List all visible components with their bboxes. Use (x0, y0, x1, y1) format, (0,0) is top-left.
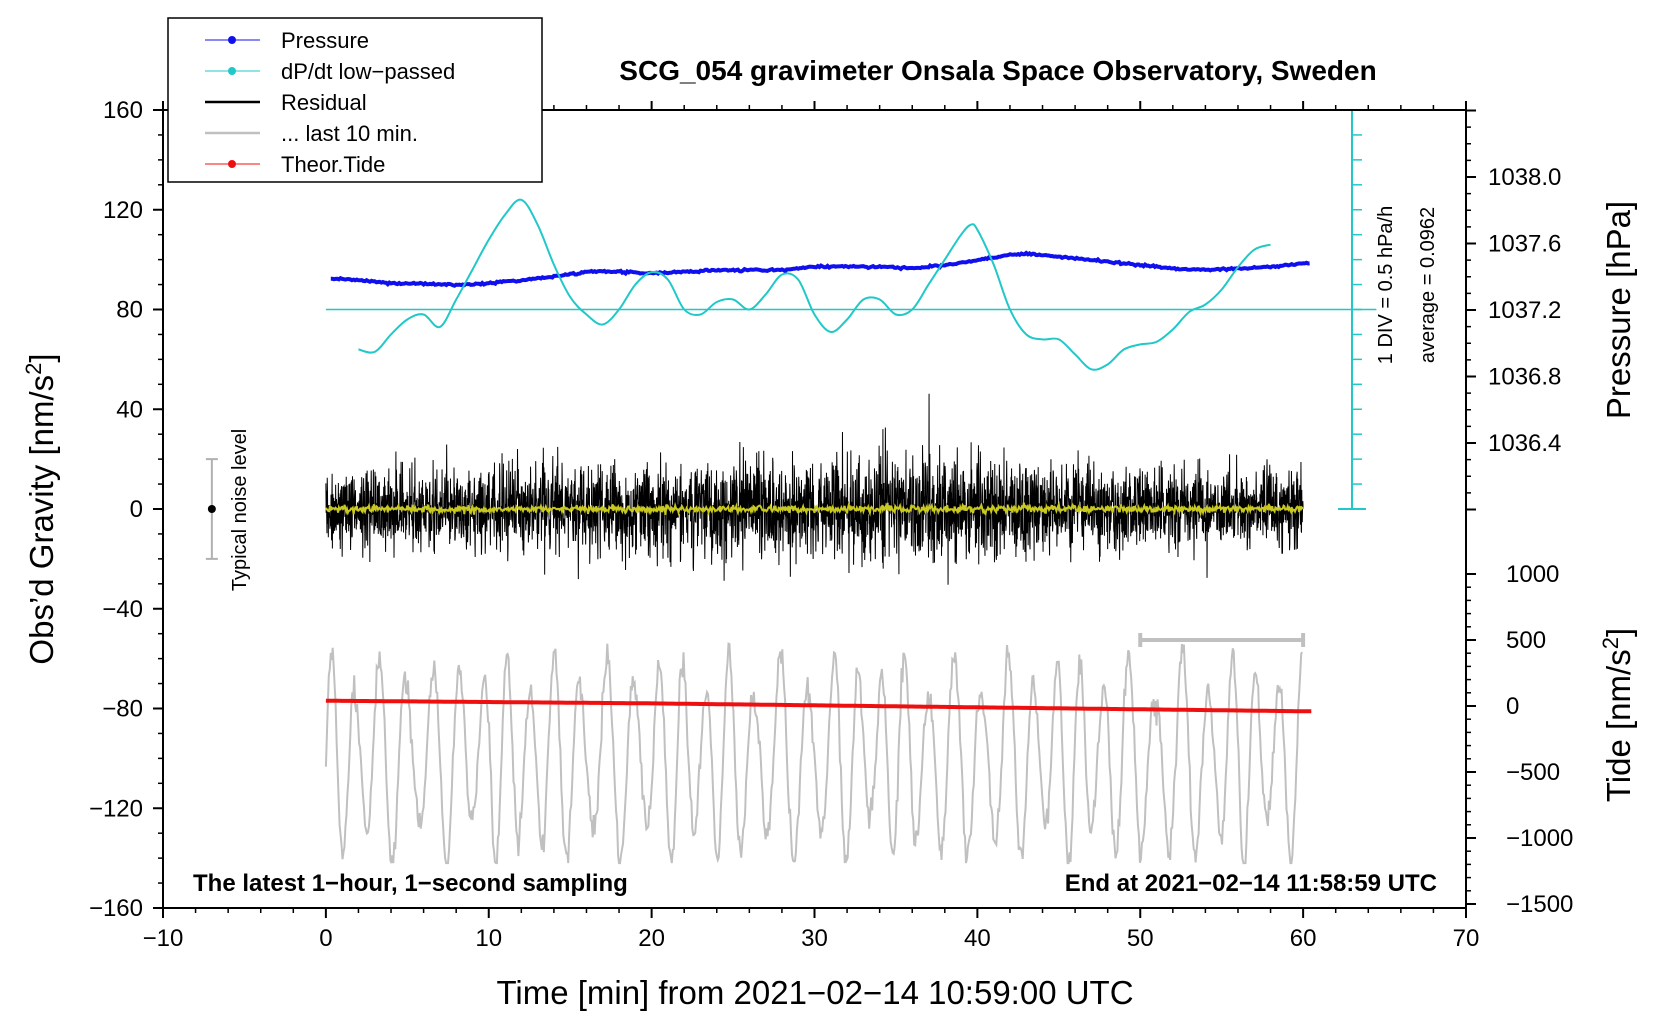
legend-label: Pressure (281, 28, 369, 53)
tide-tick-label: −1500 (1506, 891, 1573, 918)
tide-axis: −1500 −1000 −500 0 500 1000 (1466, 561, 1573, 918)
residual-smoothed-line (325, 500, 1304, 518)
x-tick-label: 20 (638, 925, 665, 952)
tide-title-main: Tide [nm/s (1600, 649, 1637, 802)
y-tick-label: −40 (102, 596, 143, 623)
pressure-axis: 1036.4 1036.8 1037.2 1037.6 1038.0 (1466, 109, 1561, 511)
annotation-sampling: The latest 1−hour, 1−second sampling (193, 870, 628, 897)
x-axis-title: Time [min] from 2021−02−14 10:59:00 UTC (496, 974, 1133, 1011)
noise-point (207, 505, 216, 513)
y-tick-label: 0 (130, 496, 143, 523)
x-tick-label: 30 (801, 925, 828, 952)
y-tick-label: 160 (103, 97, 143, 124)
legend-box (167, 17, 543, 183)
x-tick-label: 70 (1453, 925, 1480, 952)
tide-axis-title: Tide [nm/s2] (1598, 628, 1637, 802)
y-left-title-end: ] (23, 353, 60, 362)
annotation-ddt-average: average = 0.0962 (1417, 207, 1439, 363)
y-tick-label: −120 (89, 795, 143, 822)
tide-title-sup: 2 (1598, 637, 1623, 649)
y-left-title-sup: 2 (21, 363, 46, 375)
annotation-ddt-scale: 1 DIV = 0.5 hPa/h (1375, 206, 1397, 364)
x-tick-label: 0 (319, 925, 332, 952)
legend-label: dP/dt low−passed (281, 59, 455, 84)
residual-line (325, 393, 1304, 585)
pressure-axis-title: Pressure [hPa] (1600, 201, 1637, 419)
y-tick-label: 120 (103, 197, 143, 224)
pressure-tick-label: 1037.6 (1488, 231, 1561, 258)
annotation-noise-label: Typical noise level (229, 429, 251, 591)
legend-label: Residual (281, 90, 367, 115)
x-tick-label: 40 (964, 925, 991, 952)
dpdt-series (358, 198, 1271, 371)
tide-tick-label: −1000 (1506, 825, 1573, 852)
tide-tick-label: 1000 (1506, 561, 1559, 588)
dpdt-scale (325, 110, 1377, 510)
x-tick-label: 60 (1290, 925, 1317, 952)
legend-marker (228, 67, 236, 75)
last10-series (324, 642, 1303, 865)
tide-tick-label: 500 (1506, 627, 1546, 654)
last10-range-bar (1138, 633, 1306, 647)
x-tick-label: 50 (1127, 925, 1154, 952)
pressure-tick-label: 1037.2 (1488, 297, 1561, 324)
tide-tick-label: −500 (1506, 759, 1560, 786)
dpdt-line (358, 198, 1271, 371)
y-tick-label: −80 (102, 696, 143, 723)
pressure-tick-label: 1036.8 (1488, 364, 1561, 391)
y-left-title-main: Obs’d Gravity [nm/s (23, 375, 60, 665)
x-tick-label: −10 (143, 925, 184, 952)
pressure-tick-label: 1036.4 (1488, 430, 1561, 457)
residual-smoothed-series (325, 500, 1304, 518)
pressure-series (330, 250, 1310, 288)
y-tick-label: 80 (116, 297, 143, 324)
pressure-line (330, 250, 1310, 288)
tide-tick-label: 0 (1506, 693, 1519, 720)
legend-label: ... last 10 min. (281, 121, 418, 146)
y-tick-label: 40 (116, 396, 143, 423)
legend-marker (228, 36, 236, 44)
noise-level-marker (205, 458, 218, 560)
legend: Pressure dP/dt low−passed Residual ... last… (167, 17, 543, 183)
y-axis-left: −160 −120 −80 −40 0 40 80 120 160 (89, 97, 163, 922)
legend-label: Theor.Tide (281, 152, 385, 177)
tide-series (325, 698, 1312, 714)
legend-marker (228, 160, 236, 168)
residual-series (325, 393, 1304, 585)
annotation-end-time: End at 2021−02−14 11:58:59 UTC (1065, 870, 1437, 897)
last10-line (324, 642, 1303, 865)
pressure-tick-label: 1038.0 (1488, 164, 1561, 191)
x-axis: −10 0 10 20 30 40 50 60 70 (143, 101, 1480, 952)
y-tick-label: −160 (89, 895, 143, 922)
tide-title-end: ] (1600, 628, 1637, 637)
chart-title: SCG_054 gravimeter Onsala Space Observat… (619, 55, 1376, 86)
y-axis-left-title: Obs’d Gravity [nm/s2] (21, 353, 60, 664)
x-tick-label: 10 (475, 925, 502, 952)
tide-line (325, 698, 1312, 714)
